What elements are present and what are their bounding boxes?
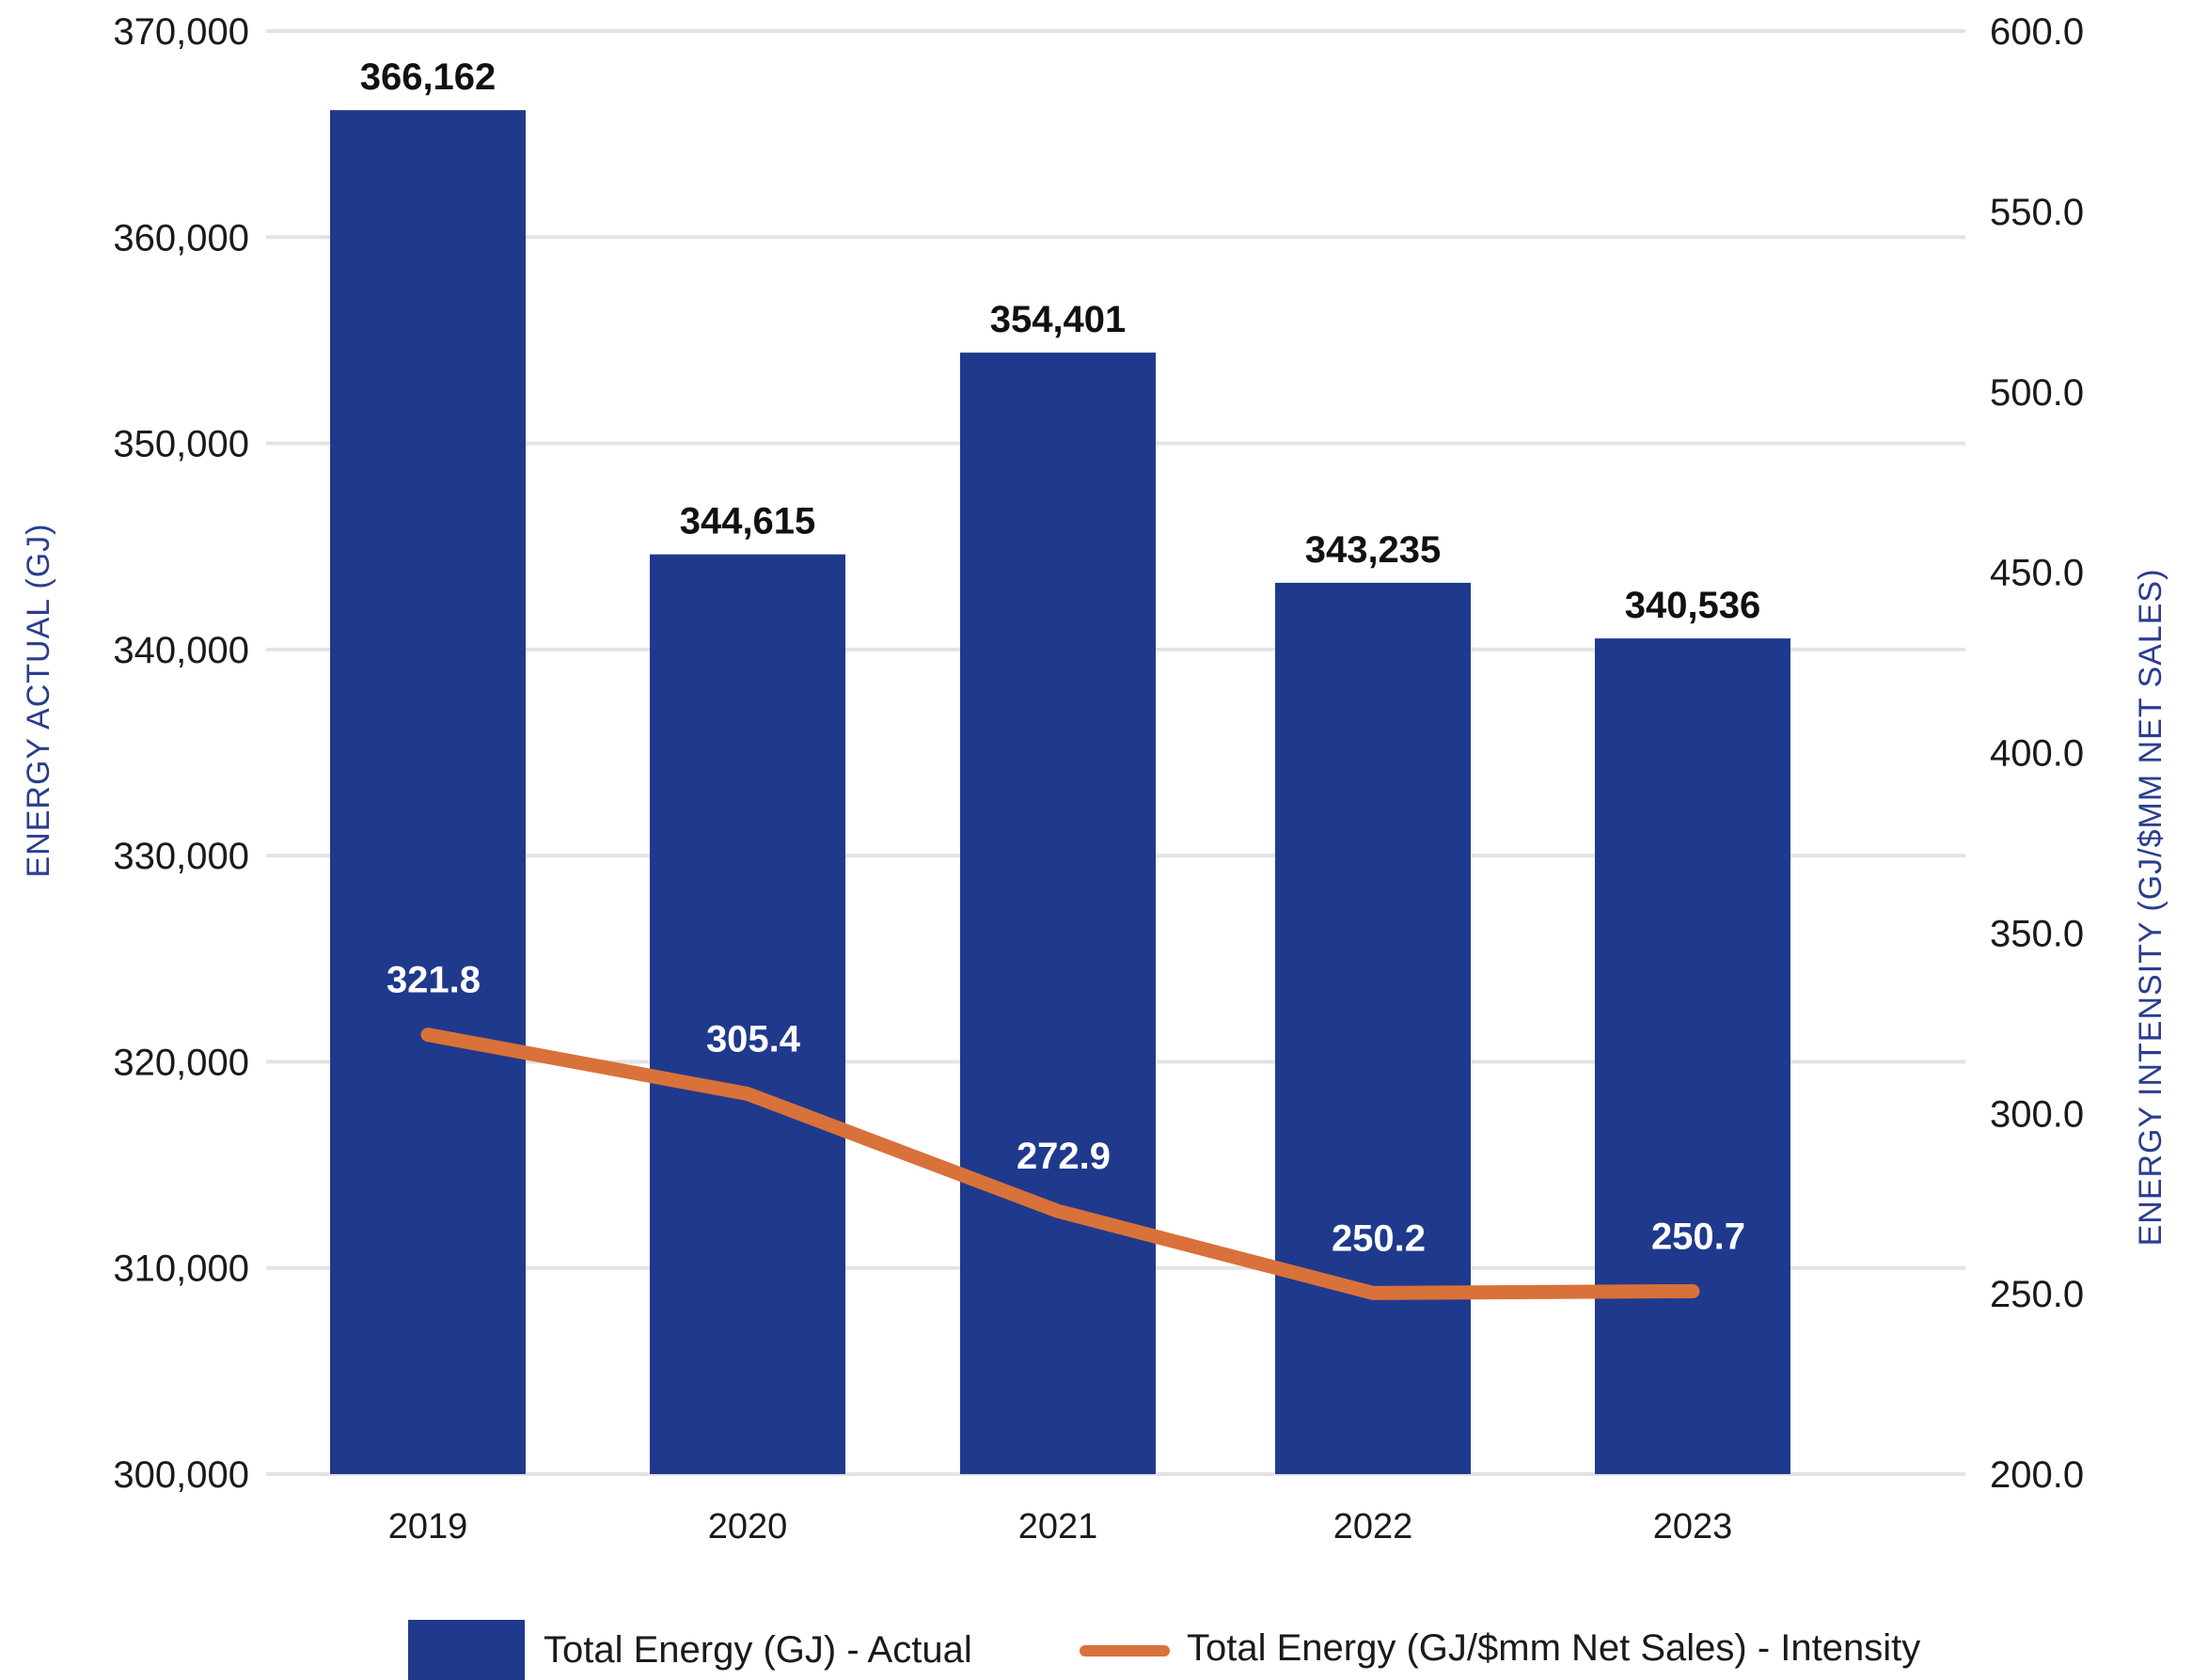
bar xyxy=(1275,582,1471,1474)
right-tick-label: 500.0 xyxy=(1990,372,2084,414)
right-axis-title: ENERGY INTENSITY (GJ/$MM NET SALES) xyxy=(2133,569,2168,1247)
line-point xyxy=(1692,1290,1694,1293)
line-point xyxy=(747,1092,749,1095)
line-value-label: 250.7 xyxy=(1651,1216,1745,1257)
x-tick-label: 2022 xyxy=(1333,1507,1413,1547)
legend-label-line: Total Energy (GJ/$mm Net Sales) - Intens… xyxy=(1187,1627,1920,1669)
line-point xyxy=(1372,1292,1374,1295)
left-tick-label: 370,000 xyxy=(113,11,249,53)
line-value-label: 272.9 xyxy=(1017,1136,1111,1177)
left-tick-label: 300,000 xyxy=(113,1454,249,1496)
right-tick-label: 600.0 xyxy=(1990,11,2084,53)
bar-value-label: 366,162 xyxy=(360,56,497,98)
bar-value-label: 343,235 xyxy=(1305,529,1442,571)
bar-value-label: 354,401 xyxy=(990,299,1127,340)
x-tick-label: 2021 xyxy=(1018,1507,1098,1547)
legend-label-bar: Total Energy (GJ) - Actual xyxy=(544,1629,972,1671)
left-tick-label: 310,000 xyxy=(113,1248,249,1290)
x-tick-label: 2019 xyxy=(388,1507,468,1547)
bar xyxy=(650,554,845,1474)
left-tick-label: 340,000 xyxy=(113,630,249,671)
line-series: 321.8 305.4 272.9 250.2 250.7 xyxy=(386,960,1745,1300)
line-value-label: 321.8 xyxy=(386,960,481,1001)
x-tick-label: 2020 xyxy=(708,1507,788,1547)
left-tick-label: 320,000 xyxy=(113,1042,249,1083)
line-value-label: 305.4 xyxy=(706,1019,801,1060)
line-point xyxy=(427,1033,429,1036)
right-tick-label: 550.0 xyxy=(1990,192,2084,233)
x-tick-label: 2023 xyxy=(1653,1507,1733,1547)
left-tick-label: 360,000 xyxy=(113,217,249,259)
right-tick-label: 400.0 xyxy=(1990,733,2084,775)
legend-swatch-line xyxy=(1080,1645,1170,1656)
legend-swatch-bar xyxy=(408,1620,525,1680)
left-tick-label: 330,000 xyxy=(113,836,249,877)
x-axis-ticks: 2019 2020 2021 2022 2023 xyxy=(388,1507,1733,1547)
right-axis-ticks: 600.0 550.0 500.0 450.0 400.0 350.0 300.0 250.0… xyxy=(1990,11,2084,1496)
bar xyxy=(1595,638,1790,1474)
right-tick-label: 350.0 xyxy=(1990,913,2084,954)
left-axis-ticks: 370,000 360,000 350,000 340,000 330,000 320,0… xyxy=(113,11,249,1496)
bar xyxy=(330,110,526,1474)
right-tick-label: 250.0 xyxy=(1990,1274,2084,1315)
line-point xyxy=(1057,1210,1059,1213)
bar xyxy=(960,353,1156,1475)
right-tick-label: 300.0 xyxy=(1990,1093,2084,1135)
right-tick-label: 200.0 xyxy=(1990,1454,2084,1496)
bar-series: 366,162 344,615 354,401 343,235 340,536 xyxy=(330,56,1790,1475)
left-tick-label: 350,000 xyxy=(113,424,249,465)
line-value-label: 250.2 xyxy=(1332,1217,1426,1259)
bar-value-label: 340,536 xyxy=(1625,585,1761,626)
bar-value-label: 344,615 xyxy=(680,501,816,542)
left-axis-title: ENERGY ACTUAL (GJ) xyxy=(21,524,56,878)
legend: Total Energy (GJ) - Actual Total Energy … xyxy=(408,1620,1920,1680)
right-tick-label: 450.0 xyxy=(1990,553,2084,594)
